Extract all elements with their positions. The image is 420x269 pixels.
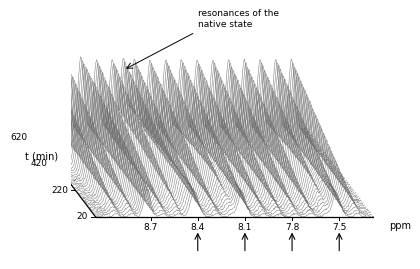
Text: 8.7: 8.7 [143,223,158,232]
Text: 220: 220 [51,186,68,195]
Text: t (min): t (min) [25,151,58,162]
Text: 20: 20 [77,213,88,221]
Text: ppm: ppm [389,221,411,232]
Text: 620: 620 [10,133,28,141]
Text: 8.4: 8.4 [191,223,205,232]
Text: 7.8: 7.8 [285,223,299,232]
Text: 420: 420 [31,159,48,168]
Text: resonances of the
native state: resonances of the native state [198,9,279,29]
Text: 7.5: 7.5 [332,223,346,232]
Text: 8.1: 8.1 [238,223,252,232]
